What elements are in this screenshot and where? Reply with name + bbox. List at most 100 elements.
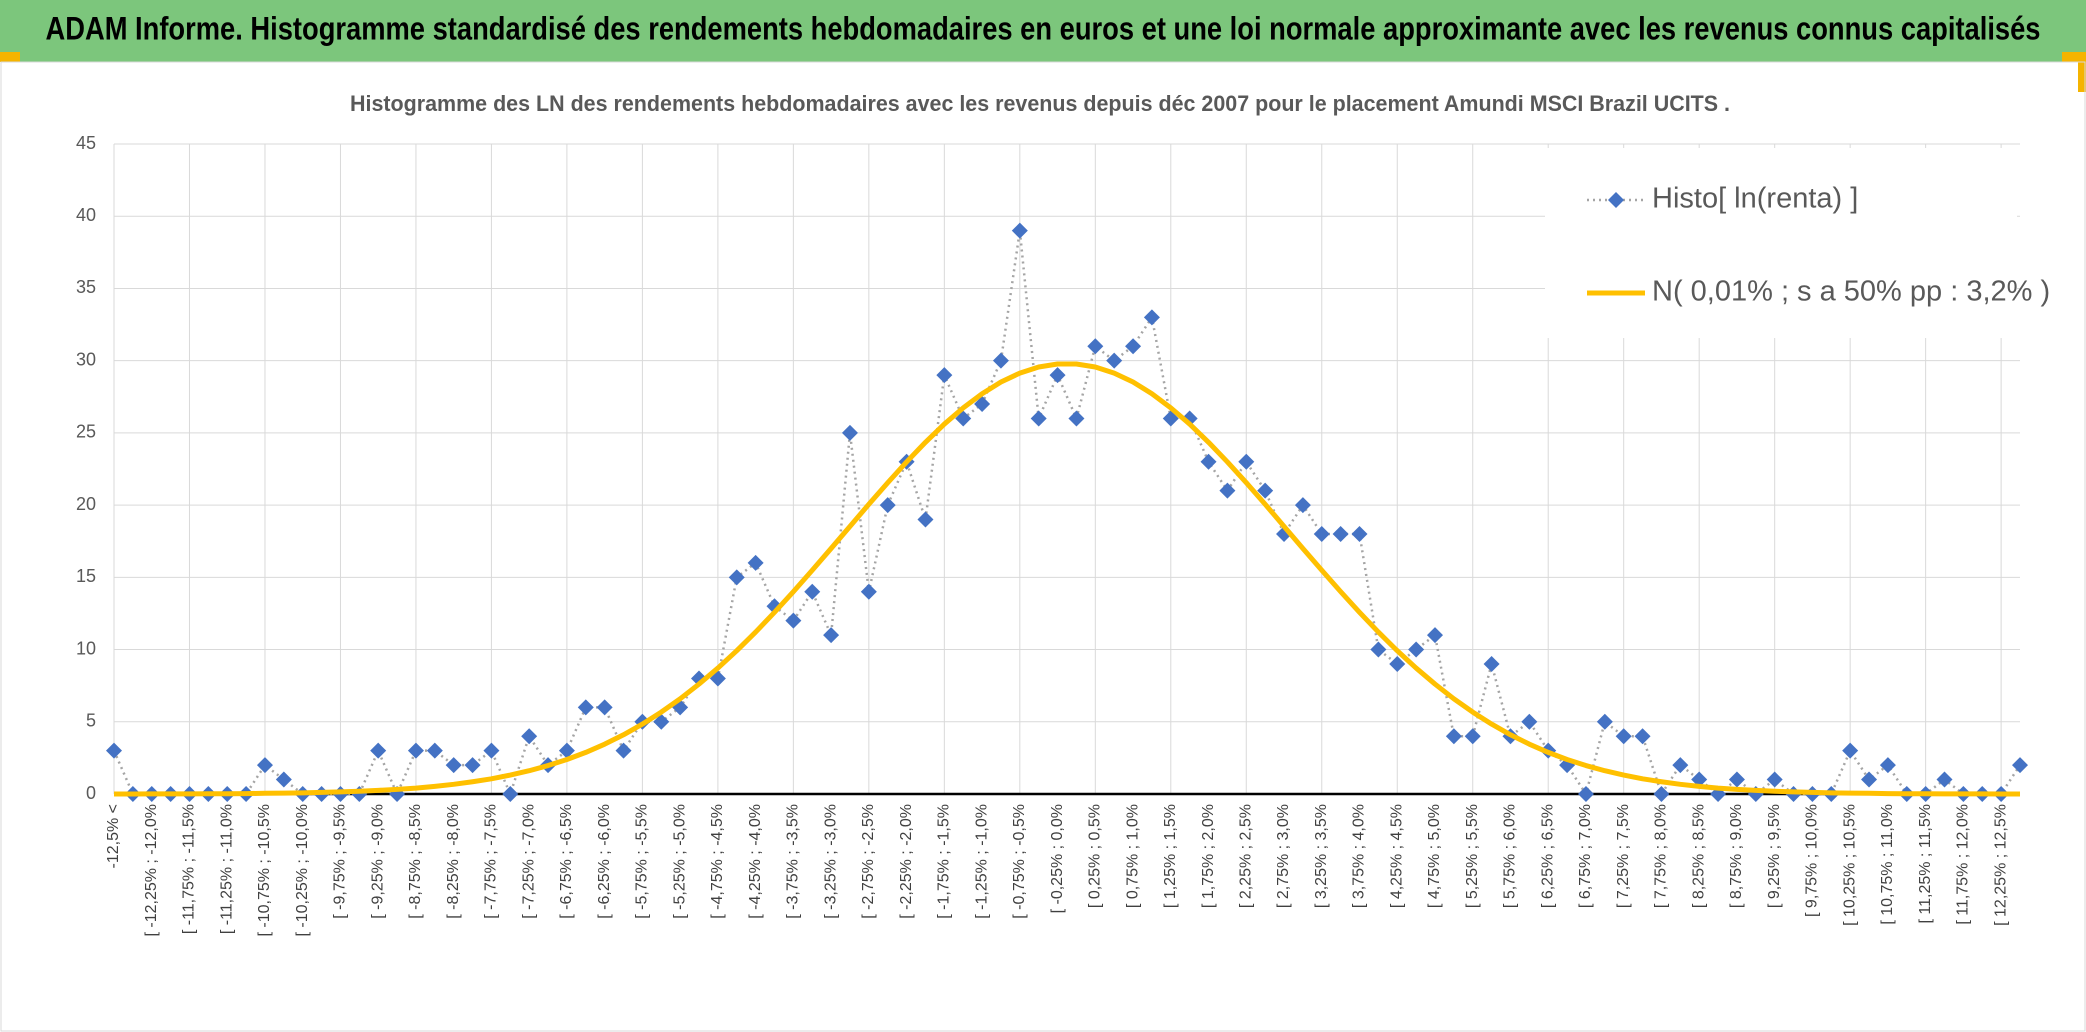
- marker: [1106, 352, 1123, 369]
- chart-title: Histogramme des LN des rendements hebdom…: [350, 91, 1730, 116]
- marker: [1842, 742, 1859, 759]
- y-tick-label: 15: [76, 566, 96, 586]
- marker: [1049, 367, 1066, 384]
- x-tick-label: [ -5,75% ; -5,5%: [634, 804, 651, 919]
- x-tick-label: [ 9,25% ; 9,5%: [1766, 804, 1783, 908]
- x-tick-label: [ 2,25% ; 2,5%: [1237, 804, 1254, 908]
- marker: [1464, 728, 1481, 745]
- marker: [1426, 627, 1443, 644]
- x-tick-label: [ -3,25% ; -3,0%: [822, 804, 839, 919]
- page-title: ADAM Informe. Histogramme standardisé de…: [46, 10, 2041, 46]
- x-tick-label: [ 11,75% ; 12,0%: [1955, 804, 1972, 925]
- marker: [1766, 771, 1783, 788]
- x-tick-label: [ 6,25% ; 6,5%: [1539, 804, 1556, 908]
- x-tick-label: [ -7,25% ; -7,0%: [520, 804, 537, 919]
- x-tick-label: [ -4,75% ; -4,5%: [709, 804, 726, 919]
- corner-tab: [2062, 52, 2086, 62]
- marker: [407, 742, 424, 759]
- x-tick-label: [ -10,25% ; -10,0%: [294, 804, 311, 937]
- marker: [370, 742, 387, 759]
- marker: [1030, 410, 1047, 427]
- y-tick-label: 0: [86, 783, 96, 803]
- marker: [1936, 771, 1953, 788]
- x-tick-label: [ 3,75% ; 4,0%: [1351, 804, 1368, 908]
- x-tick-label: [ -12,25% ; -12,0%: [143, 804, 160, 937]
- x-tick-label: [ -0,25% ; 0,0%: [1049, 804, 1066, 913]
- corner-tab: [0, 52, 20, 62]
- marker: [1011, 222, 1028, 239]
- x-tick-label: [ -6,75% ; -6,5%: [558, 804, 575, 919]
- x-tick-label: [ 0,75% ; 1,0%: [1124, 804, 1141, 908]
- y-tick-label: 20: [76, 494, 96, 514]
- marker: [1332, 526, 1349, 542]
- x-tick-label: [ 4,75% ; 5,0%: [1426, 804, 1443, 908]
- marker: [2012, 757, 2028, 774]
- marker: [1728, 771, 1745, 788]
- marker: [841, 424, 858, 441]
- marker: [1483, 656, 1500, 672]
- marker: [1351, 526, 1368, 542]
- marker: [521, 728, 538, 745]
- marker: [1294, 497, 1311, 514]
- x-tick-label: [ -2,25% ; -2,0%: [898, 804, 915, 919]
- x-tick-label: [ 1,75% ; 2,0%: [1200, 804, 1217, 908]
- x-tick-label: [ -1,75% ; -1,5%: [936, 804, 953, 919]
- x-tick-label: [ 8,25% ; 8,5%: [1690, 804, 1707, 908]
- marker: [1672, 757, 1689, 774]
- marker: [1445, 728, 1462, 745]
- x-tick-label: [ -4,25% ; -4,0%: [747, 804, 764, 919]
- marker: [879, 497, 896, 514]
- plot: [106, 222, 2028, 802]
- marker: [615, 742, 632, 759]
- x-tick-label: [ 0,25% ; 0,5%: [1087, 804, 1104, 908]
- marker: [917, 511, 934, 528]
- marker: [1577, 786, 1594, 802]
- x-tick-label: [ -1,25% ; -1,0%: [973, 804, 990, 919]
- marker: [1219, 482, 1236, 499]
- marker: [1238, 453, 1255, 470]
- x-tick-label: [ 1,25% ; 1,5%: [1162, 804, 1179, 908]
- marker: [1615, 728, 1632, 745]
- x-tick-label: -12,5% <: [105, 804, 122, 868]
- curve: [114, 361, 2020, 797]
- legend-box: [1545, 148, 2017, 338]
- y-tick-label: 25: [76, 422, 96, 442]
- marker: [464, 757, 481, 774]
- marker: [1125, 338, 1142, 355]
- y-tick-label: 5: [86, 711, 96, 731]
- marker: [426, 742, 443, 759]
- marker: [728, 569, 745, 586]
- x-tick-label: [ -9,75% ; -9,5%: [332, 804, 349, 919]
- marker: [992, 352, 1009, 369]
- y-tick-label: 45: [76, 133, 96, 153]
- x-tick-label: [ -11,75% ; -11,5%: [181, 804, 198, 934]
- marker: [1879, 757, 1896, 774]
- x-tick-label: [ 11,25% ; 11,5%: [1917, 804, 1934, 923]
- legend-label: N( 0,01% ; s a 50% pp : 3,2% ): [1652, 276, 2050, 308]
- x-tick-label: [ -7,75% ; -7,5%: [483, 804, 500, 919]
- marker: [1068, 410, 1085, 427]
- marker: [936, 367, 953, 384]
- marker: [1257, 482, 1274, 499]
- marker: [256, 757, 273, 774]
- header-bar: [0, 0, 2086, 62]
- x-tick-label: [ 5,75% ; 6,0%: [1502, 804, 1519, 908]
- marker: [1200, 453, 1217, 470]
- marker: [823, 627, 840, 644]
- x-tick-label: [ 6,75% ; 7,0%: [1577, 804, 1594, 908]
- x-tick-label: [ 10,75% ; 11,0%: [1879, 804, 1896, 925]
- marker: [1087, 338, 1104, 355]
- corner-tab: [2078, 62, 2086, 92]
- marker: [1313, 526, 1330, 542]
- x-tick-label: [ 7,75% ; 8,0%: [1653, 804, 1670, 908]
- y-tick-label: 40: [76, 205, 96, 225]
- marker: [502, 786, 519, 802]
- x-tick-label: [ -9,25% ; -9,0%: [369, 804, 386, 919]
- marker: [1653, 786, 1670, 802]
- marker: [275, 771, 292, 788]
- marker: [1634, 728, 1651, 745]
- marker: [1389, 656, 1406, 672]
- x-tick-label: [ 9,75% ; 10,0%: [1804, 804, 1821, 917]
- marker: [1370, 641, 1387, 658]
